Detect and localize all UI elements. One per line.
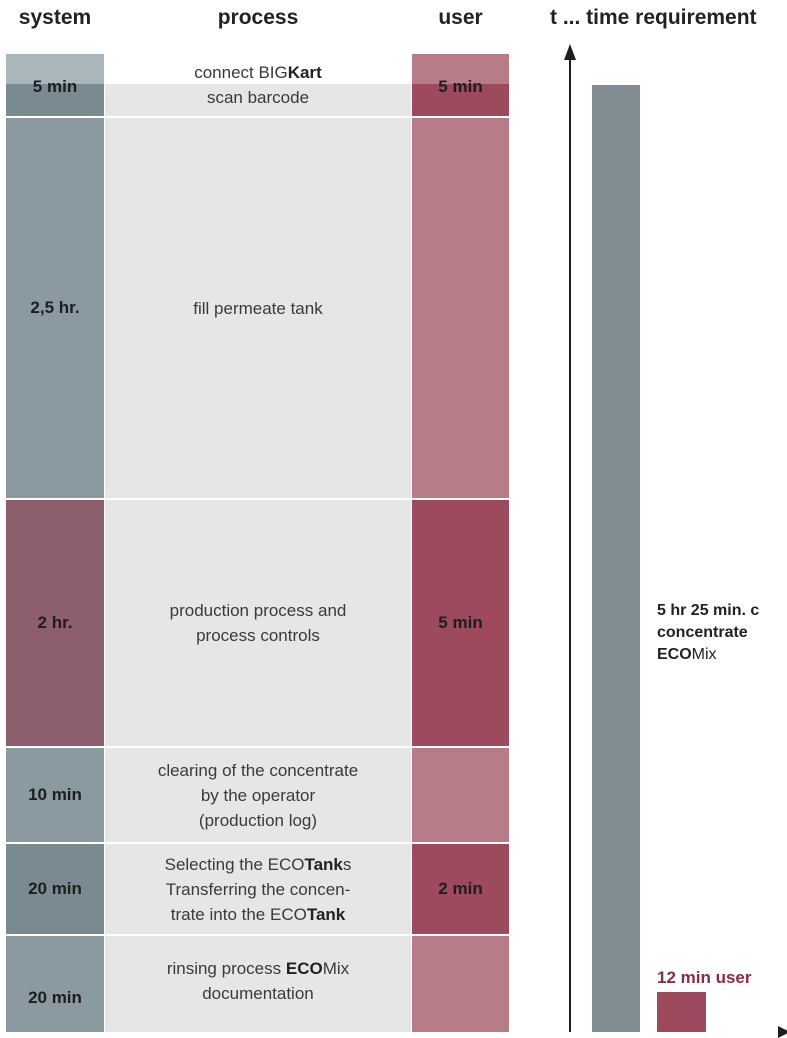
process-line: (production log)	[198, 810, 318, 830]
system-duration-rinsing: 20 min	[6, 936, 104, 1032]
process-line: Selecting the ECOTanks	[164, 854, 352, 874]
total-time-brand-bold: ECO	[657, 646, 692, 663]
process-step-fill: fill permeate tank	[105, 118, 411, 498]
process-step-text: clearing of the concentrate by the operat…	[158, 758, 358, 833]
time-axis	[569, 58, 571, 1032]
process-step-text: connect BIGKart scan barcode	[194, 60, 322, 110]
process-line: scan barcode	[206, 88, 310, 107]
process-line: trate into the ECOTank	[170, 904, 346, 924]
system-duration-label: 10 min	[28, 785, 82, 804]
system-duration-label: 2,5 hr.	[30, 298, 80, 317]
total-time-bar	[592, 85, 640, 1032]
process-line: rinsing process ECOMix	[166, 959, 350, 978]
user-duration-rinsing	[412, 936, 509, 1032]
header-system: system	[18, 6, 92, 29]
user-duration-connect: 5 min	[412, 54, 509, 116]
system-duration-connect: 5 min	[6, 54, 104, 116]
total-time-label: 5 hr 25 min. c concentrate ECOMix	[657, 600, 759, 666]
user-total-label: 12 min user	[657, 968, 752, 987]
process-line: fill permeate tank	[193, 298, 323, 318]
process-line: by the operator	[200, 785, 316, 805]
process-step-text: rinsing process ECOMix documentation	[167, 956, 349, 1006]
total-time-brand-rest: Mix	[691, 646, 717, 663]
user-duration-label: 5 min	[438, 77, 483, 96]
process-step-text: production process and process controls	[170, 598, 347, 648]
process-line: production process and	[169, 601, 347, 620]
user-duration-transfer: 2 min	[412, 844, 509, 934]
process-step-production: production process and process controls	[105, 500, 411, 746]
process-line: clearing of the concentrate	[157, 760, 359, 780]
user-duration-fill	[412, 118, 509, 498]
header-user: user	[438, 6, 483, 29]
process-step-text: fill permeate tank	[193, 296, 322, 321]
process-step-text: Selecting the ECOTanks Transferring the c…	[165, 852, 352, 927]
user-total-bar	[657, 992, 706, 1032]
total-time-line2: concentrate	[657, 624, 748, 641]
process-line: connect BIGKart	[194, 63, 322, 82]
system-duration-fill: 2,5 hr.	[6, 118, 104, 498]
system-duration-label: 5 min	[32, 77, 78, 96]
user-duration-clearing	[412, 748, 509, 842]
header-time-requirement: t ... time requirement	[550, 6, 757, 29]
process-step-rinsing: rinsing process ECOMix documentation	[105, 936, 411, 1032]
system-duration-transfer: 20 min	[6, 844, 104, 934]
process-step-connect: connect BIGKart scan barcode	[105, 54, 411, 116]
process-line: Transferring the concen-	[165, 879, 351, 899]
user-duration-production: 5 min	[412, 500, 509, 746]
total-time-line1: 5 hr 25 min. c	[657, 602, 760, 619]
user-duration-label: 2 min	[438, 879, 483, 898]
time-axis-arrowhead	[564, 44, 576, 60]
process-line: documentation	[202, 984, 314, 1003]
system-duration-production: 2 hr.	[6, 500, 104, 746]
process-step-transfer: Selecting the ECOTanks Transferring the c…	[105, 844, 411, 934]
system-duration-label: 2 hr.	[37, 613, 73, 632]
system-duration-clearing: 10 min	[6, 748, 104, 842]
header-process: process	[217, 6, 299, 29]
user-duration-label: 5 min	[438, 613, 483, 632]
arrow-right-icon	[778, 1026, 787, 1038]
system-duration-label: 20 min	[28, 879, 82, 898]
process-line: process controls	[196, 626, 320, 645]
system-duration-label: 20 min	[28, 988, 82, 1007]
process-step-clearing: clearing of the concentrate by the operat…	[105, 748, 411, 842]
